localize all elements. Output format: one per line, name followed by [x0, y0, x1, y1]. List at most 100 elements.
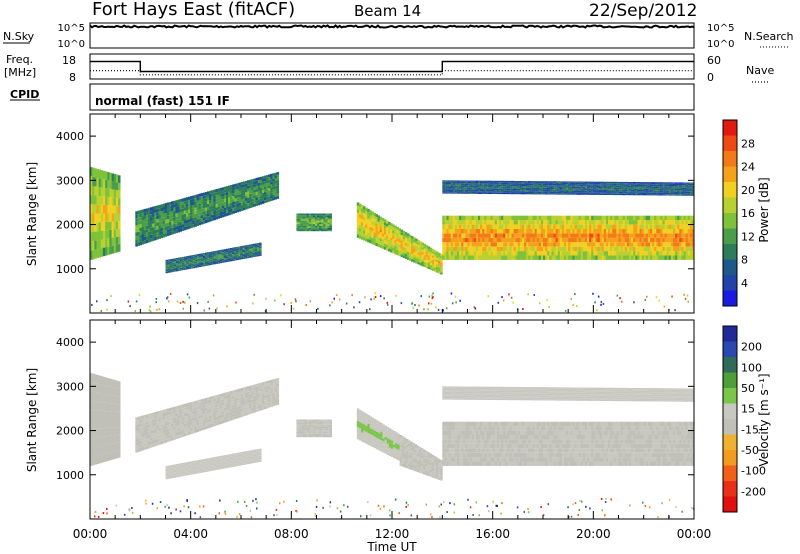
heatmap-cell: [296, 229, 299, 232]
heatmap-cell: [175, 263, 179, 265]
heatmap-cell: [662, 242, 665, 247]
heatmap-cell: [429, 265, 433, 268]
heatmap-cell: [312, 229, 316, 232]
heatmap-cell: [572, 188, 575, 190]
heatmap-cell: [431, 259, 435, 263]
heatmap-cell: [221, 261, 225, 263]
heatmap-cell: [398, 245, 401, 248]
heatmap-cell: [169, 260, 173, 262]
heatmap-cell: [578, 189, 582, 191]
heatmap-cell: [580, 188, 584, 190]
heatmap-cell: [438, 269, 441, 272]
heatmap-cell: [404, 234, 408, 238]
heatmap-cell: [473, 224, 477, 229]
heatmap-cell: [386, 229, 389, 233]
heatmap-cell: [257, 191, 261, 195]
heatmap-cell: [329, 217, 332, 219]
heatmap-cell: [107, 205, 110, 214]
heatmap-cell: [166, 415, 170, 419]
heatmap-cell: [471, 220, 475, 225]
heatmap-cell: [505, 182, 508, 184]
heatmap-cell: [145, 215, 149, 219]
heatmap-cell: [683, 215, 686, 221]
heatmap-cell: [593, 255, 596, 260]
heatmap-cell: [480, 191, 483, 193]
heatmap-cell: [383, 243, 387, 247]
heatmap-cell: [478, 233, 481, 238]
heatmap-cell: [461, 224, 464, 229]
heatmap-cell: [436, 253, 439, 256]
power-cbar-tick: 20: [741, 184, 755, 197]
heatmap-cell: [492, 182, 496, 184]
heatmap-cell: [115, 236, 119, 245]
heatmap-cell: [196, 210, 199, 214]
heatmap-cell: [467, 180, 470, 182]
heatmap-cell: [526, 215, 529, 221]
heatmap-cell: [496, 192, 500, 195]
heatmap-cell: [480, 192, 483, 194]
heatmap-cell: [526, 189, 529, 191]
heatmap-cell: [111, 205, 115, 214]
heatmap-cell: [454, 181, 458, 184]
heatmap-cell: [689, 255, 693, 260]
heatmap-cell: [406, 238, 410, 242]
heatmap-cell: [411, 241, 414, 244]
heatmap-cell: [102, 385, 106, 394]
heatmap-cell: [629, 251, 632, 256]
heatmap-cell: [522, 183, 525, 185]
heatmap-cell: [162, 213, 166, 218]
heatmap-cell: [404, 256, 408, 259]
heatmap-cell: [404, 248, 408, 251]
heatmap-cell: [238, 253, 241, 255]
heatmap-cell: [356, 230, 360, 235]
heatmap-cell: [687, 229, 691, 234]
heatmap-cell: [524, 182, 527, 184]
heatmap-cell: [650, 246, 653, 252]
heatmap-cell: [388, 245, 391, 249]
heatmap-cell: [252, 251, 256, 253]
heatmap-cell: [175, 266, 179, 268]
heatmap-cell: [463, 184, 466, 186]
heatmap-cell: [501, 192, 504, 195]
colorbar-swatch: [723, 182, 737, 198]
heatmap-cell: [503, 190, 506, 192]
heatmap-cell: [574, 193, 577, 195]
heatmap-cell: [501, 251, 504, 256]
heatmap-cell: [200, 202, 204, 206]
heatmap-cell: [200, 221, 204, 225]
heatmap-cell: [666, 220, 670, 225]
heatmap-cell: [519, 187, 523, 189]
heatmap-cell: [454, 191, 458, 193]
noise-cell: [149, 305, 151, 308]
heatmap-cell: [252, 254, 256, 256]
heatmap-cell: [570, 255, 573, 260]
heatmap-cell: [461, 185, 464, 188]
heatmap-cell: [396, 241, 399, 244]
heatmap-cell: [582, 237, 586, 243]
heatmap-cell: [530, 185, 533, 187]
heatmap-cell: [459, 215, 462, 221]
heatmap-cell: [249, 185, 252, 189]
heatmap-cell: [459, 220, 462, 225]
power-cbar-tick: 16: [741, 207, 755, 220]
heatmap-cell: [463, 180, 466, 182]
heatmap-cell: [490, 186, 494, 188]
heatmap-cell: [148, 221, 151, 226]
heatmap-cell: [505, 251, 508, 256]
heatmap-cell: [417, 244, 420, 248]
heatmap-cell: [272, 178, 275, 182]
heatmap-cell: [213, 252, 216, 254]
heatmap-cell: [536, 246, 540, 252]
heatmap-cell: [650, 255, 653, 260]
heatmap-cell: [223, 201, 227, 205]
heatmap-cell: [179, 212, 183, 216]
noise-cell: [110, 295, 112, 298]
heatmap-cell: [190, 255, 193, 257]
heatmap-cell: [268, 177, 271, 180]
heatmap-cell: [327, 218, 330, 221]
heatmap-cell: [234, 247, 237, 249]
heatmap-cell: [557, 233, 561, 238]
heatmap-cell: [300, 217, 303, 219]
heatmap-cell: [249, 188, 252, 191]
